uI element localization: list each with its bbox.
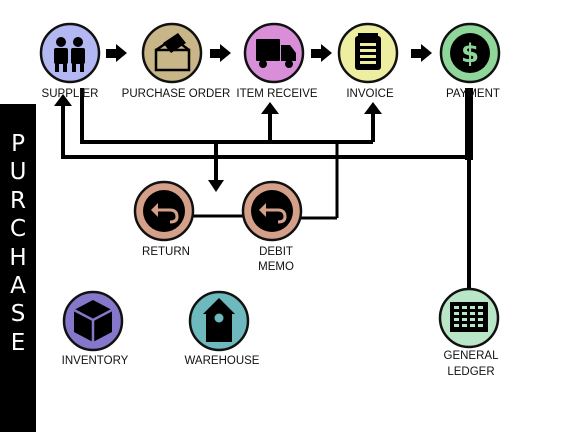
flow-arrow-2	[210, 44, 231, 62]
flow-arrows	[106, 44, 432, 62]
purchase-order-node[interactable]: PURCHASE ORDER	[122, 22, 231, 100]
purchase-side-title: P U R C H A S E	[0, 130, 36, 357]
warehouse-label: WAREHOUSE	[185, 355, 260, 367]
purchase-order-label: PURCHASE ORDER	[122, 88, 231, 100]
side-letter: S	[10, 301, 26, 328]
general-ledger-label-line1: GENERAL	[444, 350, 500, 362]
flow-arrow-1	[106, 44, 127, 62]
invoice-node[interactable]: INVOICE	[337, 22, 399, 100]
debit-memo-label-line2: MEMO	[258, 261, 294, 273]
supplier-node[interactable]: SUPPLIER	[39, 22, 101, 100]
warehouse-node[interactable]: WAREHOUSE	[185, 290, 260, 367]
supplier-payment-line	[61, 106, 470, 159]
debit-memo-label-line1: DEBIT	[259, 246, 293, 258]
side-letter: P	[11, 131, 25, 157]
general-ledger-node[interactable]: GENERAL LEDGER	[438, 287, 500, 378]
dollar-icon: $	[450, 33, 490, 73]
payment-node[interactable]: $ PAYMENT	[439, 22, 501, 100]
invoice-up-arrowhead	[364, 102, 382, 114]
supplier-label: SUPPLIER	[42, 88, 99, 100]
purchase-side-bar	[0, 104, 36, 432]
svg-text:$: $	[461, 39, 479, 69]
return-node[interactable]: RETURN	[133, 180, 195, 258]
supplier-feed-line	[80, 88, 373, 144]
item-receive-up-arrowhead	[261, 102, 279, 114]
return-down-arrowhead	[208, 180, 224, 192]
item-receive-label: ITEM RECEIVE	[236, 88, 317, 100]
payment-label: PAYMENT	[446, 88, 500, 100]
general-ledger-label-line2: LEDGER	[447, 366, 494, 378]
inventory-node[interactable]: INVENTORY	[62, 290, 129, 367]
return-label: RETURN	[142, 246, 190, 258]
side-letter: E	[10, 329, 26, 356]
connector-lines	[61, 88, 473, 292]
return-arrow-icon	[251, 190, 293, 232]
debit-memo-node[interactable]: DEBIT MEMO	[241, 180, 303, 273]
side-letter: C	[9, 216, 27, 243]
ballot-box-icon	[154, 33, 191, 72]
side-letter: H	[9, 244, 27, 271]
flow-arrow-4	[411, 44, 432, 62]
truck-icon	[256, 39, 296, 68]
side-letter: A	[10, 273, 26, 300]
invoice-label: INVOICE	[346, 88, 394, 100]
item-receive-node[interactable]: ITEM RECEIVE	[236, 22, 318, 100]
flow-arrow-3	[311, 44, 332, 62]
inventory-label: INVENTORY	[62, 355, 129, 367]
side-letter: R	[10, 187, 26, 214]
birdhouse-icon	[203, 298, 235, 342]
people-icon	[54, 37, 85, 72]
return-arrow-icon	[143, 190, 185, 232]
notepad-icon	[355, 33, 381, 70]
supplier-up-arrowhead	[54, 94, 72, 106]
side-letter: U	[9, 159, 27, 186]
ledger-grid-icon	[450, 302, 488, 332]
box-icon	[73, 300, 113, 342]
